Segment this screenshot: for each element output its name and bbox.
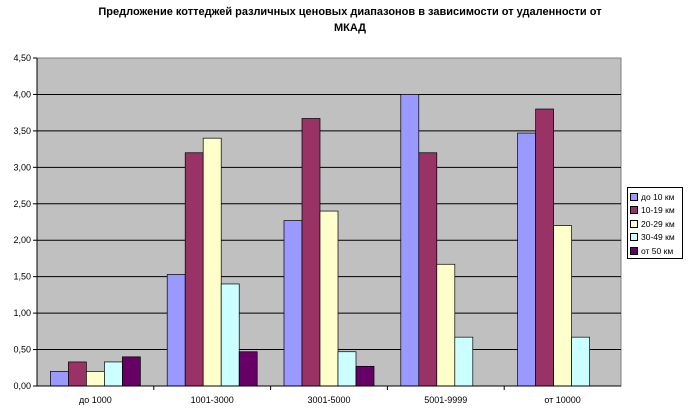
x-tick-label: от 10000: [544, 395, 580, 405]
bars: [50, 94, 590, 387]
x-tick-label: 5001-9999: [424, 395, 467, 405]
bar: [50, 371, 69, 387]
x-tick-label: 3001-5000: [307, 395, 350, 405]
y-tick-label: 3,00: [13, 162, 31, 172]
legend-swatch: [630, 206, 638, 215]
legend: до 10 км 10-19 км 20-29 км 30-49 км от 50 км: [627, 187, 683, 259]
legend-item: 30-49 км: [630, 231, 682, 245]
bar: [418, 152, 438, 387]
bar: [571, 336, 590, 387]
bar: [166, 274, 186, 387]
legend-item: 20-29 км: [630, 217, 682, 231]
legend-swatch: [630, 233, 638, 242]
bar: [337, 351, 357, 387]
y-tick-label: 3,50: [13, 126, 31, 136]
bar: [301, 118, 321, 387]
y-tick-label: 4,00: [13, 89, 31, 99]
legend-label: 10-19 км: [641, 205, 675, 216]
bar: [319, 210, 339, 387]
bar: [355, 365, 375, 387]
legend-item: 10-19 км: [630, 204, 682, 218]
legend-label: 30-49 км: [641, 232, 675, 243]
x-axis-ticks: до 1000 1001-3000 3001-5000 5001-9999 от 100…: [79, 386, 581, 405]
legend-label: от 50 км: [641, 245, 674, 256]
y-tick-label: 0,00: [13, 381, 31, 391]
y-tick-label: 1,00: [13, 308, 31, 318]
bar: [517, 132, 536, 387]
bar: [104, 361, 123, 387]
legend-label: 20-29 км: [641, 218, 675, 229]
y-tick-label: 2,00: [13, 235, 31, 245]
bar: [436, 263, 456, 387]
legend-swatch: [630, 219, 638, 228]
bar: [122, 356, 141, 387]
legend-item: от 50 км: [630, 244, 682, 258]
bar: [283, 220, 303, 387]
bar: [238, 351, 258, 387]
y-tick-label: 4,50: [13, 53, 31, 63]
y-tick-label: 1,50: [13, 272, 31, 282]
x-tick-label: до 1000: [79, 395, 112, 405]
bar: [68, 361, 87, 387]
y-tick-label: 0,50: [13, 345, 31, 355]
bar: [454, 336, 474, 387]
bar: [400, 94, 420, 387]
legend-item: до 10 км: [630, 190, 682, 204]
legend-swatch: [630, 192, 638, 201]
legend-swatch: [630, 246, 638, 255]
bar: [535, 108, 554, 387]
chart-title: Предложение коттеджей различных ценовых …: [98, 6, 602, 34]
y-axis-ticks: 0,00 0,50 1,00 1,50 2,00 2,50 3,00 3,50 4,00 4,50: [13, 53, 37, 391]
bar: [553, 225, 572, 387]
legend-label: до 10 км: [641, 191, 675, 202]
bar: [220, 283, 240, 387]
x-tick-label: 1001-3000: [191, 395, 234, 405]
bar: [202, 137, 222, 387]
y-tick-label: 2,50: [13, 199, 31, 209]
bar: [184, 152, 204, 387]
bar: [86, 371, 105, 387]
